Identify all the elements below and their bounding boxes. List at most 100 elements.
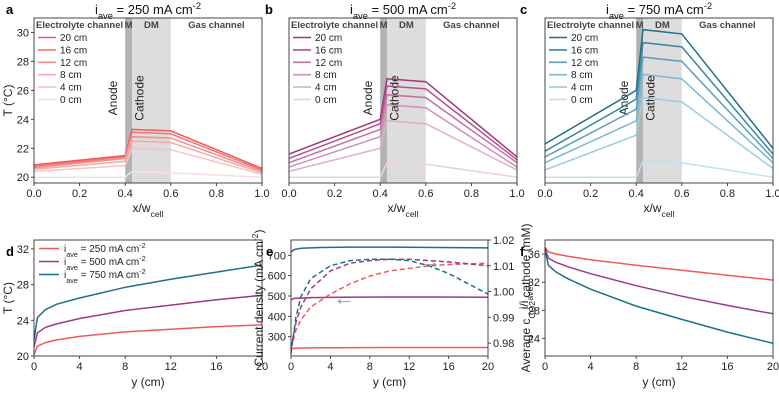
series-line [544,73,774,164]
left-axis-arrow [337,299,351,304]
y-tick-label: 28 [528,305,540,317]
plot-frame [33,239,263,357]
plot-frame [288,17,518,184]
x-axis-label: y (cm) [373,375,406,389]
series-line [33,135,263,173]
x-axis-label: x/wcell [133,201,164,219]
x-tick-label: 0.6 [163,188,178,200]
x-tick-label: 4 [77,361,83,373]
x-tick-label: 0.6 [674,188,689,200]
legend-label: 8 cm [315,70,337,81]
series-line [544,56,774,159]
cathode-label: Cathode [132,75,146,121]
series-line [544,41,774,155]
x-tick-label: 4 [588,361,594,373]
x-axis-label: y (cm) [642,375,675,389]
series-line-dashed [290,258,489,349]
x-tick-label: 12 [403,361,415,373]
legend-label: iave = 500 mA cm-2 [64,254,146,272]
panel-title-part: ave [353,11,368,21]
x-tick-label: 20 [256,361,268,373]
y2-tick-label: 1.02 [493,235,514,247]
y-tick-label: 30 [17,27,29,39]
anode-label: Anode [106,80,120,115]
region-label-electrolyte: Electrolyte channel [36,20,123,31]
panel-title-part: -2 [448,1,456,11]
y-tick-label: 28 [17,56,29,68]
membrane-region [125,18,133,183]
x-axis-label-part: x/w [644,201,662,215]
x-tick-label: 4 [327,361,333,373]
x-tick-label: 12 [165,361,177,373]
panel-e: 0 4 8 12 16 20 300 400 500 600 700 0.98 0.99 1.00 1.01… [250,229,535,389]
series-line [290,346,488,350]
panel-letter: b [265,2,273,17]
panel-title: iave = 500 mA cm-2 [350,1,456,21]
y-axis-label: T (°C) [1,85,15,117]
y-axis-label: T (°C) [1,282,15,314]
legend-label: 16 cm [60,45,87,56]
x-tick-label: 0.0 [537,188,552,200]
series-line [544,248,774,315]
x-tick-label: 1.0 [765,188,779,200]
x-tick-label: 0.4 [118,188,133,200]
x-tick-label: 0.6 [418,188,433,200]
legend-label: 16 cm [315,45,342,56]
region-label-dm: DM [144,20,159,31]
x-tick-label: 20 [767,361,779,373]
y-axis-label-part: CO2 [527,301,537,319]
panel-b: Electrolyte channel M DM Gas channel Anode Ca… [265,1,525,219]
panel-title-part: ave [98,11,113,21]
y-tick-label: 500 [268,291,286,303]
plot-frame [33,17,263,184]
x-tick-label: 0 [542,361,548,373]
legend-label: 12 cm [315,58,342,69]
x-tick-label: 0.0 [26,188,41,200]
region-label-dm: DM [399,20,414,31]
legend-label: 12 cm [571,58,598,69]
series-line [288,104,518,168]
y2-tick-label: 1.01 [493,261,514,273]
series-line [33,294,263,348]
y-tick-label: 700 [268,250,286,262]
x-tick-label: 8 [122,361,128,373]
series-line-dashed [290,258,489,354]
legend-label-part: = 750 mA cm [78,270,139,281]
diffusion-medium-region [132,18,171,183]
y-axis-label: Current density (mA cm-2) [250,229,266,366]
y-tick-label: 300 [268,332,286,344]
y-tick-label: 28 [17,280,29,292]
region-label-gas: Gas channel [699,20,756,31]
panel-title-part: = 250 mA cm [113,2,193,17]
legend-label-part: -2 [139,267,145,276]
series-line [33,264,263,341]
region-label-gas: Gas channel [188,20,245,31]
plot-frame [544,17,774,184]
series-line [288,85,518,161]
y-tick-label: 24 [17,315,29,327]
panel-title: iave = 250 mA cm-2 [95,1,201,21]
region-label-membrane: M [636,20,644,31]
x-axis-label-part: cell [151,209,164,219]
panel-f: 0 4 8 12 16 20 24 28 32 36 y (cm) Average cCO2 cath… [519,224,779,389]
y-tick-label: 24 [528,333,540,345]
x-axis-label: y (cm) [131,375,164,389]
legend-label: 20 cm [315,33,342,44]
x-tick-label: 0.8 [209,188,224,200]
x-axis-label-part: x/w [133,201,151,215]
legend-label-part: = 250 mA cm [78,244,139,255]
x-tick-label: 0.8 [464,188,479,200]
y-tick-label: 20 [17,351,29,363]
region-label-membrane: M [125,20,133,31]
y-axis-label-part: ) [252,229,266,233]
legend-label: 16 cm [571,45,598,56]
series-line [33,140,263,174]
series-line [288,78,518,158]
y-axis-label: Average cCO2 cathode (mM) [519,224,537,373]
legend-label-part: = 500 mA cm [78,257,139,268]
region-label-dm: DM [655,20,670,31]
legend-label-part: ave [66,276,78,285]
legend-label-part: i [64,270,66,281]
legend-label-part: -2 [139,254,145,263]
